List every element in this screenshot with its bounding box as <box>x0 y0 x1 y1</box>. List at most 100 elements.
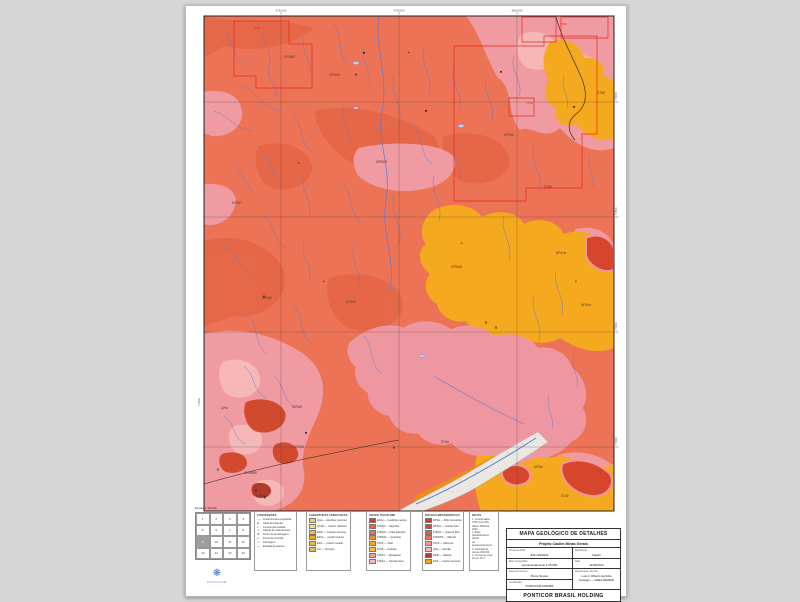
sheet-index-cell: 15 <box>223 547 237 559</box>
legend-row: 67RA7 — Metapelito <box>369 552 408 558</box>
map-unit-label: 67RA6 <box>294 445 304 449</box>
dot-symbol-icon: ● <box>573 104 576 109</box>
field-substancia: Substância Caulim <box>572 548 620 559</box>
grid-ticks: 576.000 578.000 580.000 7.806 7.804 7.802 7.80… <box>197 9 619 448</box>
legend-row: STA6 — Xisto <box>369 541 408 547</box>
legend-label: 67RA6 — Saprólito <box>377 524 400 528</box>
legend-panel-conventions: CONVENÇÕES –·– Limite da área requerida ● Se… <box>254 511 297 571</box>
claim-number-label: 5748 <box>254 26 261 30</box>
company-name: PONTICOR BRASIL HOLDING <box>507 589 620 601</box>
gear-flower-icon: ❋ <box>212 568 222 579</box>
legend-note-line: de aerolevantamento. <box>472 541 493 548</box>
sheet-index-cell: 16 <box>236 547 250 559</box>
legend-label: 67RA6b — Quartzito <box>377 536 401 540</box>
legend-label: QTdet — Cobert. detrítica <box>317 524 347 528</box>
sheet-index-cell: 8 <box>236 524 250 536</box>
legend-color-swatch <box>369 535 376 541</box>
legend-row: STA6 — Mármore <box>425 541 461 547</box>
coordinate-label: 578.000 <box>394 9 405 13</box>
stream-legend-icon: 〜 <box>257 539 261 544</box>
legend-color-swatch <box>369 558 376 564</box>
legend-color-swatch <box>369 552 376 558</box>
legend-color-swatch <box>309 541 316 547</box>
legend-row: 67RA6 — Saprólito <box>369 523 408 529</box>
legend-title: COBERTURAS CENOZOICAS <box>309 514 348 517</box>
coordinate-label: 7.802 <box>614 322 618 330</box>
legend-label: 67RAW5 — Milonito <box>433 536 457 540</box>
legend-row: E23t — Caulim arenoso <box>425 558 461 564</box>
maroon-blobs <box>251 482 272 499</box>
legend-color-swatch <box>425 558 432 564</box>
field-desenho: Desenho Técnico Pierre Tessier <box>507 569 572 580</box>
legend-label: E23b — Laterita arenosa <box>317 530 346 534</box>
x-symbol-icon: ✕ <box>494 325 498 330</box>
map-unit-label: QHa <box>221 406 228 410</box>
legend-row: + Ponto de controle <box>257 536 294 540</box>
square-legend-icon: ▪ <box>257 524 259 529</box>
logo-text: PONTICOR <box>207 580 227 584</box>
alluvium-band <box>399 431 549 511</box>
grid-lines <box>204 16 614 511</box>
legend-row: STA8 — Gnaisse <box>369 546 408 552</box>
legend-color-swatch <box>425 541 432 547</box>
sheet-index-cell: 7 <box>223 524 237 536</box>
map-unit-label: E23w <box>441 440 450 444</box>
legend-color-swatch <box>369 541 376 547</box>
legend-row: E23b — Itabirito <box>425 552 461 558</box>
legend-label: 67RA6f — Filito alterado <box>377 530 406 534</box>
legend-color-swatch <box>309 546 316 552</box>
map-unit-label: 67RA7 <box>232 201 242 205</box>
legend-note-line: 4. Curvas de nível: 10 em 10 m. <box>472 554 493 561</box>
legend-row: 〜 Drenagem <box>257 539 294 544</box>
legend-row: QHa — Aluviões recentes <box>309 518 348 523</box>
x-symbol-icon: ✕ <box>263 495 267 500</box>
legend-row: 67RAW5 — Milonito <box>425 535 461 541</box>
company-logo: ❋ PONTICOR <box>202 568 232 585</box>
legend-title: GRUPO ITACOLOMI <box>369 514 396 517</box>
sheet-index-grid: 1 2 3 4 5 6 7 8 9 10 11 12 13 14 15 16 <box>195 512 251 560</box>
legend-color-swatch <box>425 518 432 523</box>
legend-label: STA8 — Gnaisse <box>377 547 397 551</box>
map-unit-label: STA6 <box>544 185 552 189</box>
legend-panel-notes: NOTAS 1. Coordenadas UTM, fuso 23S, datum … <box>469 511 499 571</box>
legend-note-line: 1. Coordenadas UTM, fuso 23S, <box>472 518 490 524</box>
unit-labels: 67RA6f 67RA6f 67RA6f 67RA6 67RA7 67RA2 67RA6 67… <box>221 55 605 498</box>
coordinate-label: 7.804 <box>614 207 618 215</box>
legend-label: Ponto de amostragem <box>263 533 289 537</box>
legend-color-swatch <box>369 529 376 535</box>
map-unit-label: NP3cw <box>581 303 592 307</box>
sheet-index-cell: 10 <box>209 536 223 548</box>
field-base-topografica: Base Topográfica Aerolevantamento 1:25.0… <box>507 559 572 569</box>
x-symbol-icon: ✕ <box>392 445 396 450</box>
dot-symbol-icon: ● <box>500 69 503 74</box>
x-symbol-icon: ✕ <box>262 294 266 299</box>
legend-label: 67RA6 — Quartzo filito <box>433 530 460 534</box>
legend-color-swatch <box>309 523 316 529</box>
legend-row: ● Sede de fazenda <box>257 521 294 525</box>
road-legend-icon: — <box>257 543 260 548</box>
legend-panel-coverages: COBERTURAS CENOZOICAS QHa — Aluviões rece… <box>306 511 351 571</box>
legend-color-swatch <box>369 546 376 552</box>
legend-title: CONVENÇÕES <box>257 514 277 517</box>
sheet-index-cell: 3 <box>223 513 237 525</box>
x-symbol-icon: ✕ <box>254 488 258 493</box>
map-sheet: 67RA6f 67RA6f 67RA6f 67RA6 67RA7 67RA2 67RA6 67… <box>185 5 627 602</box>
map-unit-label: 67RA2 <box>262 296 272 300</box>
legend-label: QHa — Aluvião <box>433 547 451 551</box>
map-unit-label: 67RA6b <box>256 494 268 498</box>
coordinate-label: 7.806 <box>614 92 618 100</box>
legend-label: Atitude de acamamento <box>263 529 291 533</box>
plus-symbol-icon: + <box>575 279 578 284</box>
coordinate-label: 7.800 <box>197 398 201 406</box>
legend-label: STA6 — Xisto <box>377 542 394 546</box>
sheet-index-cell: 11 <box>223 536 237 548</box>
legend-label: NP3w — Filito hematítico <box>433 519 463 522</box>
legend-label: NP3cw — Clorita xisto <box>433 524 459 528</box>
legend-color-swatch <box>425 552 432 558</box>
legend-note-line: 2. Base planialtimétrica obtida <box>472 531 489 541</box>
legend-row: E23w — Caulim branco <box>309 535 348 541</box>
claim-number-label: 5749 <box>526 101 533 105</box>
map-unit-label: 67RAW5 <box>244 471 257 475</box>
legend-row: ▪ Construção isolada <box>257 524 294 529</box>
strike-symbol-icon: ⊥ <box>297 160 301 165</box>
